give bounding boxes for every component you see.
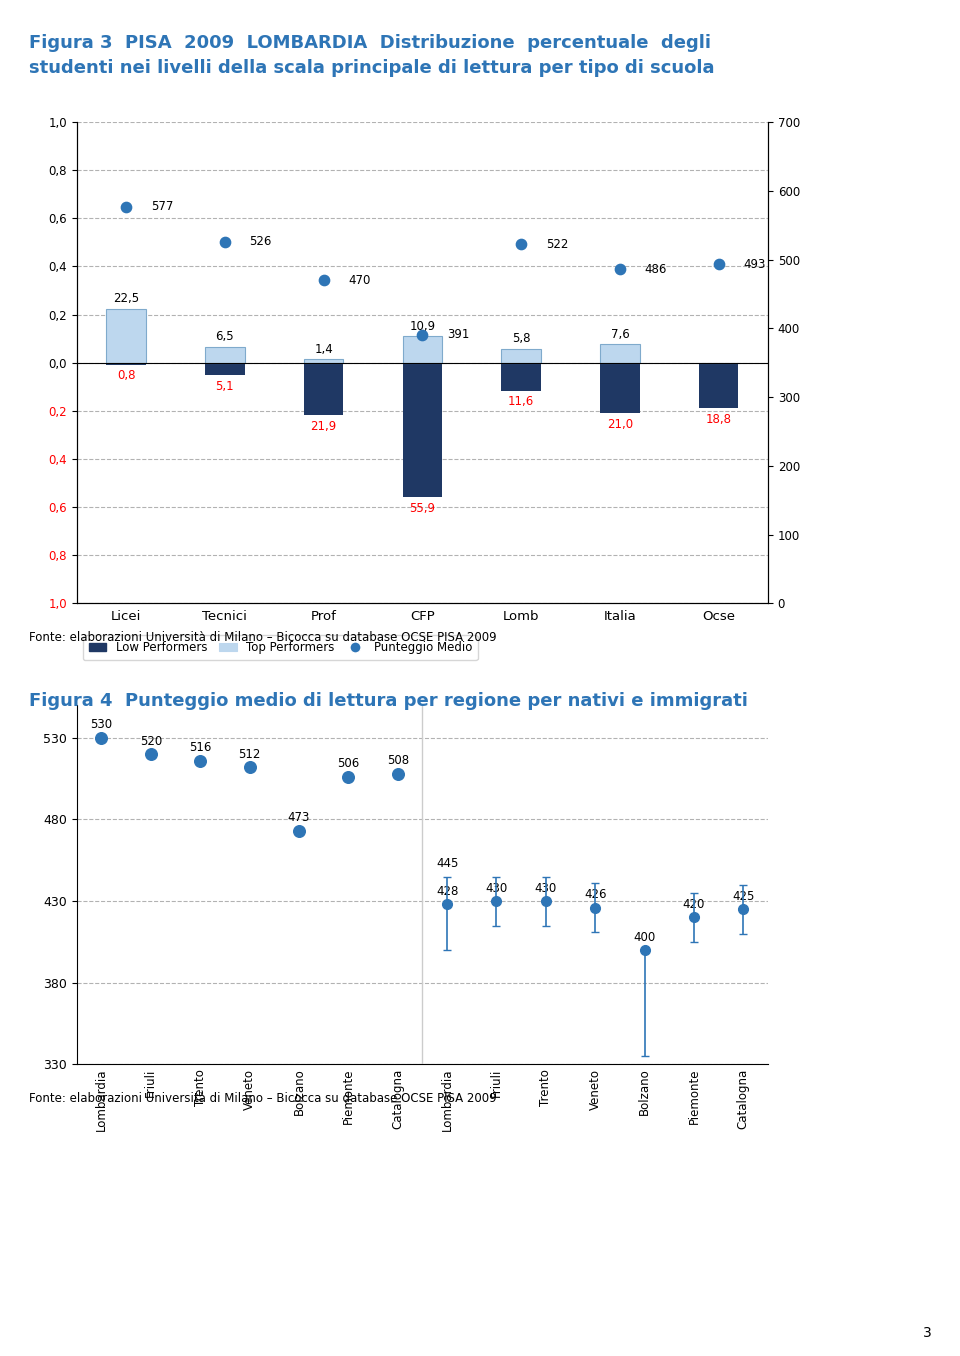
Text: 530: 530 [90, 719, 112, 731]
Text: 430: 430 [535, 881, 557, 895]
Text: Fonte: elaborazioni Università di Milano – Bicocca su database OCSE PISA 2009: Fonte: elaborazioni Università di Milano… [29, 631, 496, 644]
Bar [402, 336, 443, 363]
Point [612, 259, 628, 281]
Text: 520: 520 [140, 735, 162, 747]
Text: 400: 400 [634, 930, 656, 944]
Text: 21,9: 21,9 [310, 420, 337, 434]
Text: 22,5: 22,5 [113, 292, 139, 305]
Point [514, 233, 529, 255]
Text: 7,6: 7,6 [611, 328, 629, 340]
Point [316, 270, 331, 292]
Point [143, 743, 158, 765]
Bar [107, 309, 146, 363]
Point [193, 750, 208, 772]
Text: 493: 493 [743, 258, 766, 271]
Bar [600, 344, 639, 363]
Point [390, 763, 405, 785]
Point [711, 254, 727, 275]
Text: 473: 473 [288, 811, 310, 824]
Text: Fonte: elaborazioni Università di Milano – Bicocca su database OCSE PISA 2009: Fonte: elaborazioni Università di Milano… [29, 1092, 496, 1105]
Text: 1,4: 1,4 [314, 343, 333, 355]
Bar [600, 363, 639, 414]
Text: 526: 526 [250, 235, 272, 248]
Point [415, 324, 430, 346]
Text: Figura 4  Punteggio medio di lettura per regione per nativi e immigrati: Figura 4 Punteggio medio di lettura per … [29, 692, 748, 709]
Point [291, 820, 306, 842]
Text: 430: 430 [486, 881, 508, 895]
Point [217, 231, 232, 252]
Text: 3: 3 [923, 1326, 931, 1340]
Text: 55,9: 55,9 [409, 502, 436, 515]
Text: 0,8: 0,8 [117, 369, 135, 382]
Text: 445: 445 [436, 857, 458, 871]
Text: 21,0: 21,0 [607, 418, 633, 431]
Point [118, 195, 133, 217]
Text: 391: 391 [447, 328, 469, 342]
Text: 10,9: 10,9 [409, 320, 436, 332]
Text: 5,1: 5,1 [216, 380, 234, 393]
Bar [501, 348, 540, 363]
Text: 516: 516 [189, 742, 211, 754]
Text: 11,6: 11,6 [508, 396, 535, 408]
Bar [699, 363, 738, 408]
Text: 5,8: 5,8 [512, 332, 530, 346]
Bar [107, 363, 146, 365]
Text: 506: 506 [337, 758, 359, 770]
Text: 577: 577 [151, 201, 173, 213]
Point [94, 727, 109, 749]
Bar [205, 347, 245, 363]
Text: 6,5: 6,5 [216, 331, 234, 343]
Bar [205, 363, 245, 376]
Legend: Low Performers, Top Performers, Punteggio Medio: Low Performers, Top Performers, Punteggi… [83, 636, 478, 660]
Text: 486: 486 [644, 263, 667, 275]
Bar [501, 363, 540, 391]
Point [341, 766, 356, 788]
Text: Figura 3  PISA  2009  LOMBARDIA  Distribuzione  percentuale  degli
studenti nei : Figura 3 PISA 2009 LOMBARDIA Distribuzio… [29, 34, 714, 77]
Point [242, 757, 257, 778]
Text: 18,8: 18,8 [706, 412, 732, 426]
Text: 512: 512 [238, 747, 261, 761]
Bar [304, 363, 344, 415]
Text: 522: 522 [546, 237, 568, 251]
Text: 420: 420 [683, 898, 706, 911]
Bar [304, 359, 344, 363]
Text: 508: 508 [387, 754, 409, 767]
Text: 470: 470 [348, 274, 371, 286]
Text: 428: 428 [436, 885, 458, 898]
Bar [402, 363, 443, 498]
Text: 425: 425 [732, 890, 755, 903]
Text: 426: 426 [584, 888, 607, 902]
